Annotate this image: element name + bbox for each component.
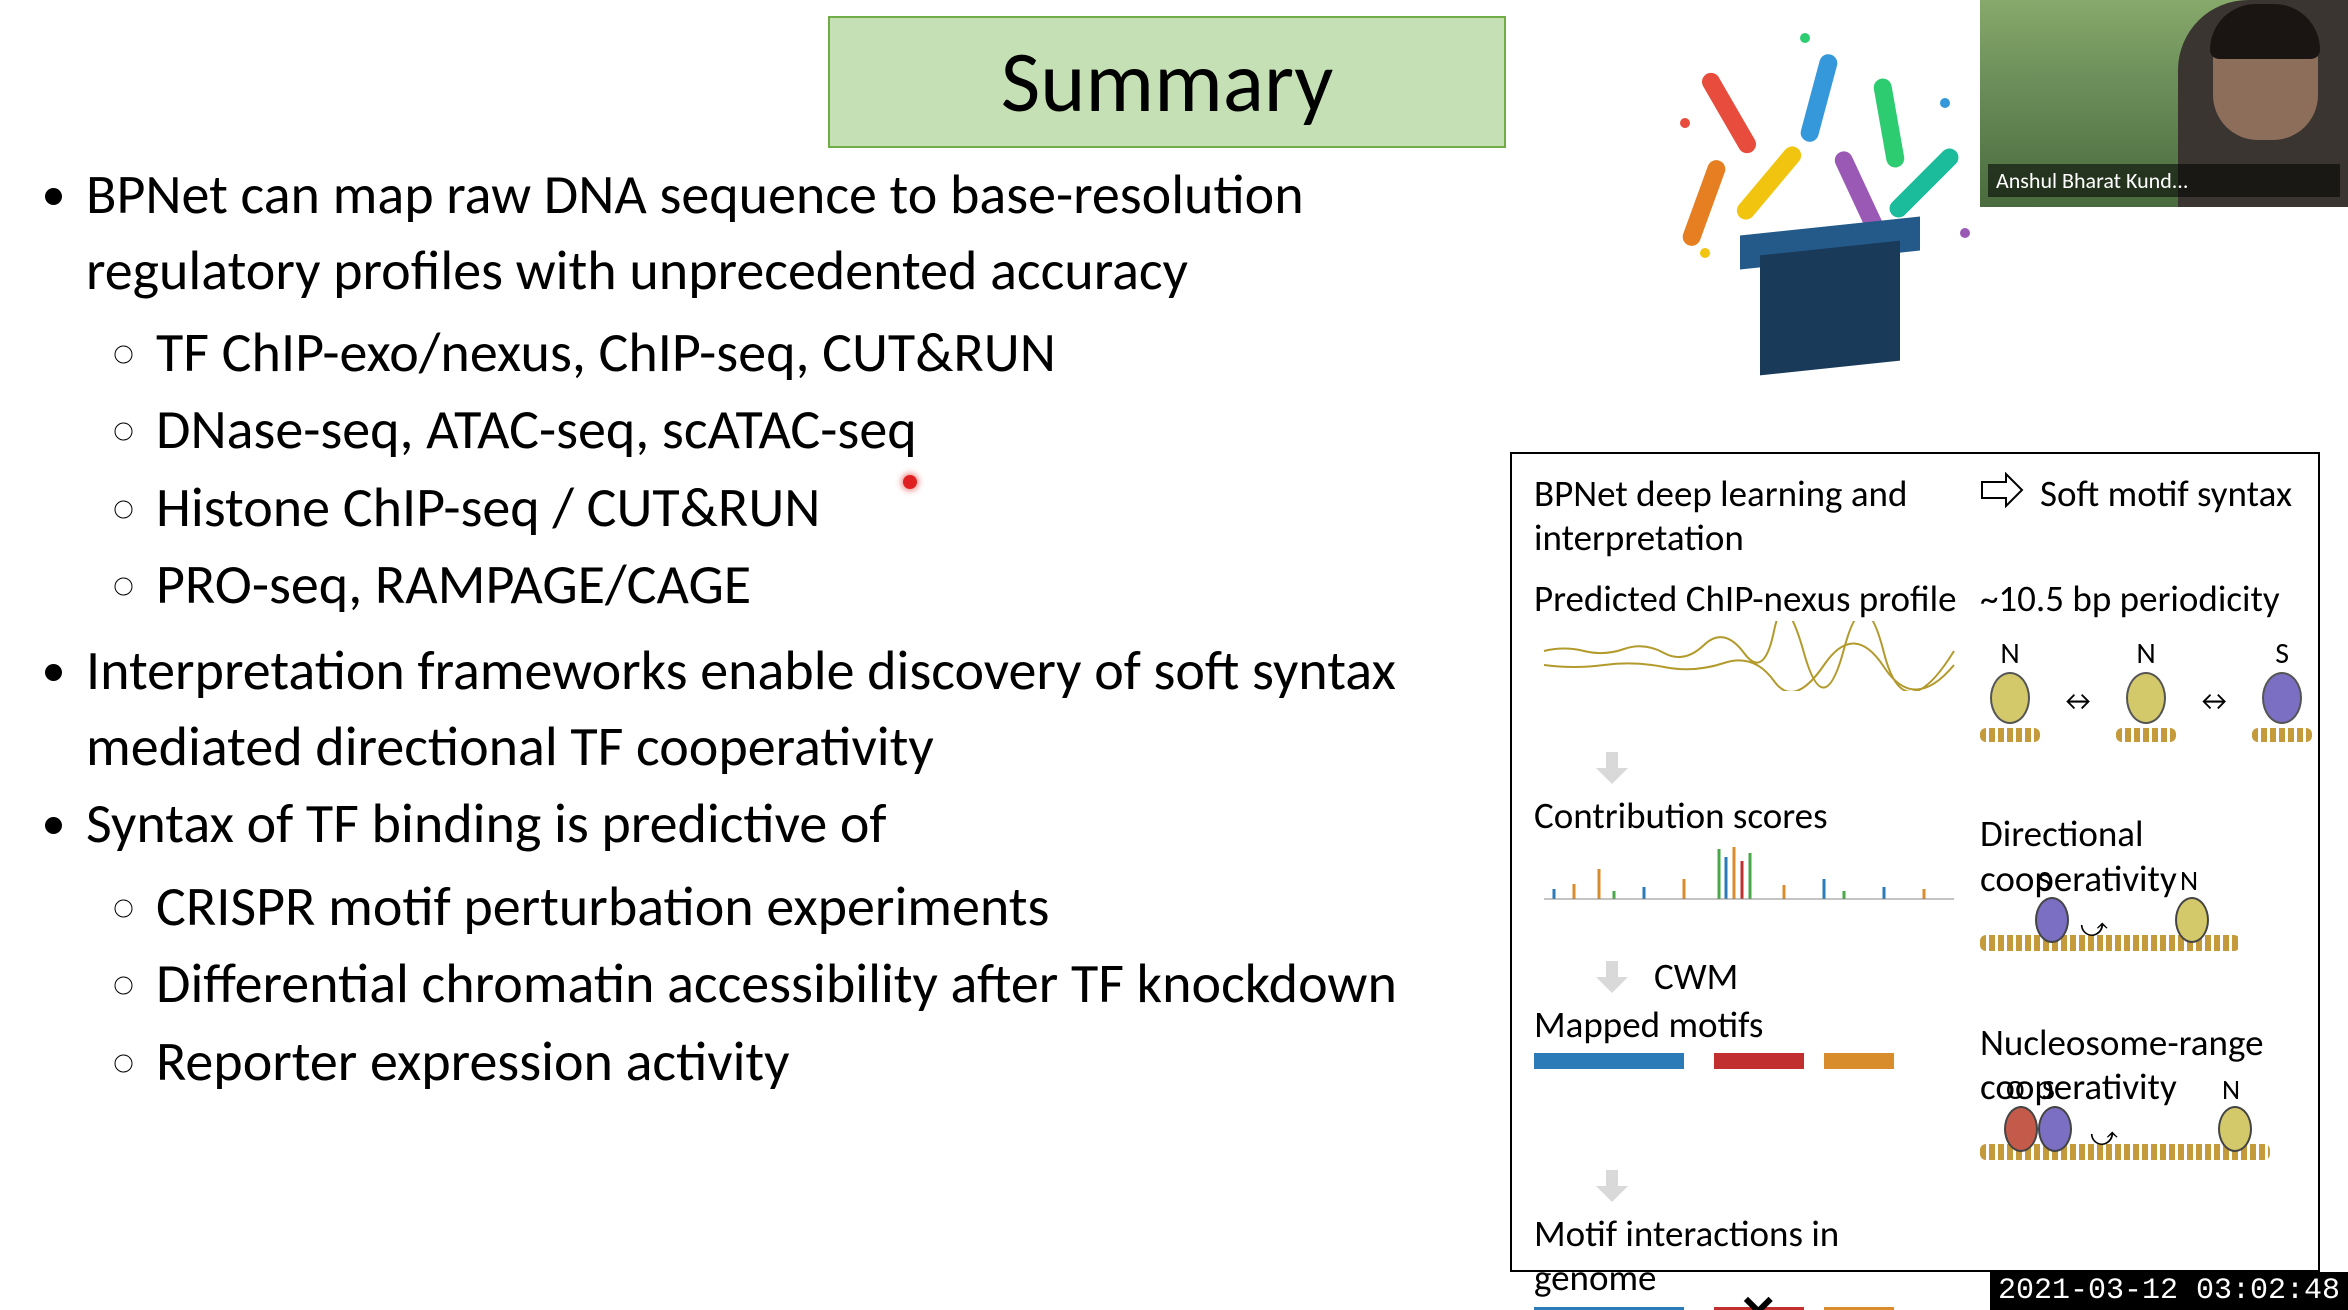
- directional-coop: Directional cooperativity S ⤻ N: [1980, 812, 2296, 951]
- cwm-label: CWM: [1654, 955, 1738, 999]
- diagram-contrib-left: Contribution scores: [1534, 794, 1964, 918]
- bullet-3-3: Reporter expression activity: [156, 1024, 1496, 1101]
- diagram-header-row: BPNet deep learning and interpretation S…: [1534, 472, 2296, 561]
- motif-interactions-left: Motif interactions in genome ✕: [1534, 1212, 1964, 1310]
- bullet-1-2: DNase-seq, ATAC-seq, scATAC-seq: [156, 392, 1496, 469]
- contribution-scores-icon: [1534, 839, 1964, 909]
- diagram-contrib-row: Contribution scores: [1534, 794, 2296, 951]
- motif-x-icon: ✕: [1739, 1285, 1778, 1310]
- bullet-2-text: Interpretation frameworks enable discove…: [86, 637, 1396, 781]
- timestamp-overlay: 2021-03-12 03:02:48: [1990, 1272, 2348, 1310]
- nuc-coop-s-label: S: [2042, 1072, 2055, 1107]
- curve-arrow-icon: ⤻: [2090, 1120, 2118, 1153]
- diagram-periodicity: ~10.5 bp periodicity N ↔ N ↔ S: [1980, 577, 2312, 742]
- diagram-profile-left: Predicted ChIP-nexus profile: [1534, 577, 1964, 701]
- bullet-1-3: Histone ChIP-seq / CUT&RUN: [156, 470, 1496, 547]
- nuc-n1-label: N: [2000, 635, 2019, 672]
- mapped-motifs-left: Mapped motifs: [1534, 1003, 1964, 1069]
- nuc-coop-n-label: N: [2222, 1072, 2240, 1107]
- bullet-1: BPNet can map raw DNA sequence to base-r…: [86, 158, 1496, 624]
- dir-coop-n-label: N: [2180, 863, 2198, 898]
- down-arrow-icon: [1594, 750, 1630, 786]
- curve-arrow-icon: ⤻: [2080, 911, 2108, 944]
- nuc-n2-label: N: [2136, 635, 2155, 672]
- confetti-box-icon: [1640, 28, 2000, 408]
- bullet-1-1: TF ChIP-exo/nexus, ChIP-seq, CUT&RUN: [156, 315, 1496, 392]
- mapped-motifs-row: Mapped motifs Nucleosome-range cooperati…: [1534, 1003, 2296, 1160]
- nuc-range-coop: Nucleosome-range cooperativity O S ⤻ N: [1980, 1021, 2296, 1160]
- nuc-coop-dna-icon: O S ⤻ N: [1980, 1144, 2270, 1160]
- chip-nexus-profile-icon: [1534, 621, 1964, 691]
- cwm-row: CWM: [1534, 951, 2296, 1003]
- nuc-n1: N: [1980, 635, 2040, 742]
- nuc-coop-o-label: O: [2006, 1072, 2025, 1107]
- bullet-3-2: Differential chromatin accessibility aft…: [156, 946, 1496, 1023]
- dir-coop-dna-icon: S ⤻ N: [1980, 935, 2240, 951]
- periodicity-label: ~10.5 bp periodicity: [1980, 577, 2312, 621]
- spacing-arrow-icon: ↔: [2060, 659, 2096, 718]
- diagram-header-right: Soft motif syntax: [2040, 472, 2296, 516]
- bullet-list: BPNet can map raw DNA sequence to base-r…: [36, 158, 1496, 1111]
- slide: Summary BPNet can map raw DNA sequence t…: [0, 0, 2348, 1310]
- nuc-n2: N: [2116, 635, 2176, 742]
- profile-label: Predicted ChIP-nexus profile: [1534, 577, 1964, 621]
- spacing-arrow-icon: ↔: [2196, 659, 2232, 718]
- down-arrow-icon: [1594, 1168, 1630, 1204]
- bullet-1-text: BPNet can map raw DNA sequence to base-r…: [86, 161, 1304, 305]
- nuc-coop-label: Nucleosome-range cooperativity: [1980, 1021, 2296, 1110]
- bullet-3: Syntax of TF binding is predictive of CR…: [86, 787, 1496, 1100]
- contrib-label: Contribution scores: [1534, 794, 1964, 838]
- nuc-s: S: [2252, 635, 2312, 742]
- bullet-2: Interpretation frameworks enable discove…: [86, 634, 1496, 785]
- bpnet-diagram: BPNet deep learning and interpretation S…: [1510, 452, 2320, 1272]
- slide-title: Summary: [1001, 30, 1334, 135]
- arrow-right-icon: [1980, 472, 2024, 508]
- diagram-header-left: BPNet deep learning and interpretation: [1534, 472, 1964, 561]
- webcam-name-tag: Anshul Bharat Kund...: [1988, 164, 2340, 197]
- laser-pointer-icon: [903, 475, 917, 489]
- diagram-profile-row: Predicted ChIP-nexus profile ~10.5 bp pe…: [1534, 577, 2296, 742]
- dir-coop-s-label: S: [2038, 863, 2051, 898]
- title-box: Summary: [828, 16, 1506, 148]
- mapped-label: Mapped motifs: [1534, 1003, 1964, 1047]
- periodicity-nucs: N ↔ N ↔ S: [1980, 635, 2312, 742]
- bullet-3-text: Syntax of TF binding is predictive of: [86, 790, 887, 858]
- mapped-motifs-track-icon: [1534, 1053, 1944, 1069]
- nuc-s-label: S: [2275, 635, 2289, 672]
- dir-coop-label: Directional cooperativity: [1980, 812, 2296, 901]
- bullet-1-4: PRO-seq, RAMPAGE/CAGE: [156, 547, 1496, 624]
- motif-interactions-track-icon: ✕: [1534, 1307, 1944, 1310]
- bullet-3-1: CRISPR motif perturbation experiments: [156, 869, 1496, 946]
- webcam-thumbnail: Anshul Bharat Kund...: [1980, 0, 2348, 207]
- down-arrow-icon: [1594, 959, 1630, 995]
